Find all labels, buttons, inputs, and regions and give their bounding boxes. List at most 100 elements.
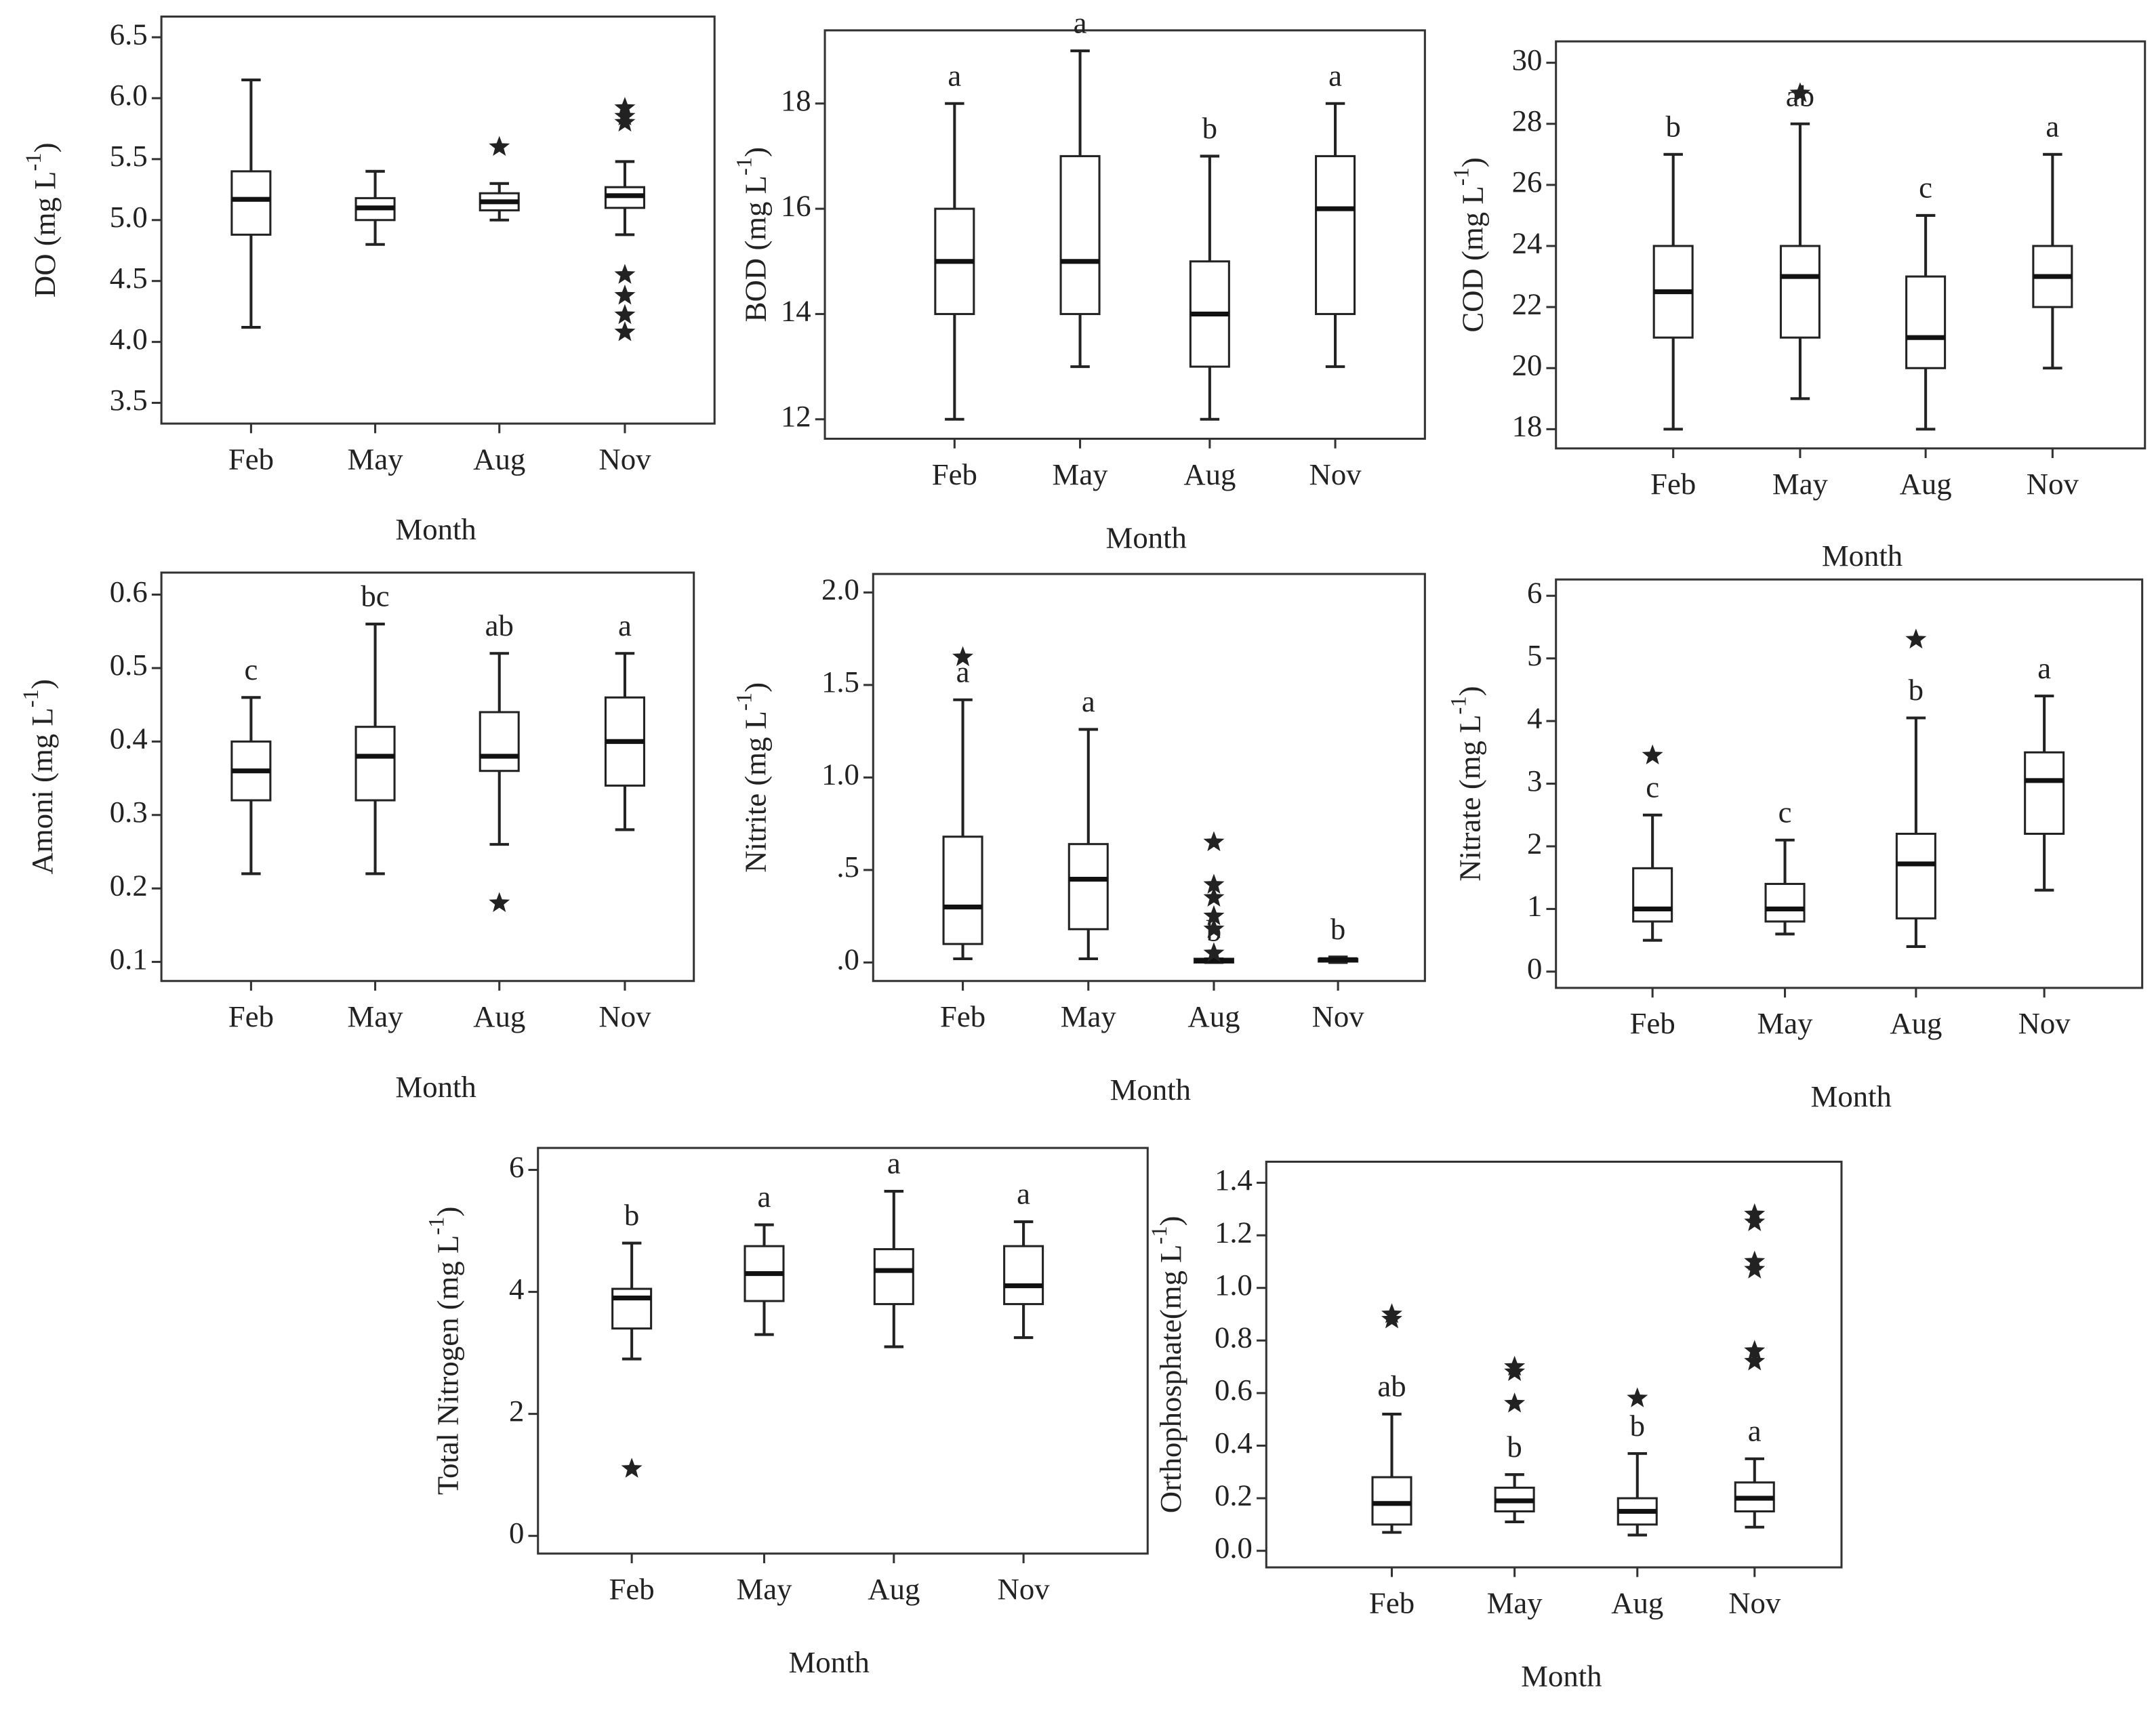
box: [1371, 1476, 1412, 1526]
y-tick-label: 30: [1512, 43, 1543, 77]
x-tick-label: May: [736, 1572, 792, 1606]
y-tick-label: 4: [509, 1272, 524, 1306]
y-tick-label: 1: [1527, 889, 1542, 923]
y-tick-label: 0.4: [110, 722, 148, 756]
significance-letter: bc: [361, 579, 389, 613]
y-axis-label-part: COD (mg L: [1456, 186, 1490, 332]
box: [1895, 832, 1936, 920]
x-tick-label: Nov: [998, 1572, 1051, 1606]
y-tick-label: 6.5: [110, 17, 148, 51]
x-axis-label: Month: [395, 512, 476, 546]
outlier: [1744, 1258, 1766, 1279]
x-tick-label: Aug: [473, 999, 525, 1033]
x-tick-label: Aug: [868, 1572, 920, 1606]
y-axis-label: DO (mg L-1): [22, 142, 62, 297]
y-tick-label: 5.0: [110, 200, 148, 234]
x-tick-label: Feb: [609, 1572, 655, 1606]
significance-letter: a: [2046, 109, 2059, 143]
significance-letter: b: [1330, 912, 1345, 946]
y-tick-label: 6: [509, 1150, 524, 1184]
y-axis-label-part: -1: [733, 157, 757, 175]
y-axis-label-part: -1: [733, 693, 757, 711]
significance-letter: b: [624, 1198, 639, 1232]
plot-frame: [537, 1146, 1149, 1555]
x-tick-label: Nov: [598, 442, 651, 476]
x-axis-label: Month: [1521, 1659, 1602, 1693]
significance-letter: b: [1909, 673, 1924, 707]
y-axis-label-part: -1: [1147, 1226, 1172, 1244]
plot-frame: [823, 29, 1426, 440]
y-axis-label: COD (mg L-1): [1450, 157, 1490, 332]
y-tick-label: 2.0: [821, 573, 859, 606]
box: [942, 835, 983, 945]
significance-letter: b: [1630, 1409, 1645, 1443]
plot-frame: [1555, 40, 2147, 450]
y-axis-label-part: DO (mg L: [28, 171, 62, 298]
x-tick-label: Feb: [932, 457, 977, 491]
y-tick-label: 24: [1512, 226, 1543, 260]
y-tick-label: 1.2: [1215, 1215, 1253, 1249]
y-axis-label-part: Nitrite (mg L: [739, 711, 773, 873]
y-axis-label-part: Amoni (mg L: [25, 707, 59, 874]
y-tick-label: 0.2: [110, 868, 148, 902]
y-tick-label: 4.5: [110, 261, 148, 295]
x-tick-label: Feb: [1369, 1586, 1415, 1619]
plot-frame: [160, 571, 695, 983]
y-axis-label: Orthophosphate(mg L-1): [1147, 1216, 1187, 1513]
y-tick-label: 16: [781, 188, 811, 222]
y-tick-label: 0.4: [1215, 1426, 1253, 1460]
outlier: [614, 321, 636, 342]
x-tick-label: May: [1757, 1006, 1814, 1040]
outlier: [1642, 744, 1663, 765]
x-tick-label: Nov: [1309, 457, 1362, 491]
y-tick-label: 1.4: [1215, 1163, 1253, 1197]
x-tick-label: Feb: [940, 999, 985, 1033]
x-axis-label: Month: [1822, 539, 1903, 573]
y-tick-label: 5: [1527, 638, 1542, 672]
significance-letter: b: [1206, 914, 1221, 948]
significance-letter: a: [758, 1180, 771, 1214]
y-tick-label: 22: [1512, 287, 1543, 321]
x-tick-label: Aug: [1611, 1586, 1663, 1619]
y-tick-label: 1.5: [821, 665, 859, 699]
x-tick-label: Nov: [2018, 1006, 2071, 1040]
significance-letter: a: [1017, 1177, 1030, 1211]
y-tick-label: 4: [1527, 701, 1542, 735]
x-tick-label: Nov: [1728, 1586, 1781, 1619]
outlier: [1744, 1350, 1766, 1371]
plot-frame: [1265, 1160, 1843, 1569]
y-axis-label-part: ): [28, 142, 62, 152]
y-tick-label: 0.3: [110, 795, 148, 829]
box: [2024, 751, 2065, 835]
x-tick-label: Nov: [598, 999, 651, 1033]
y-tick-label: 26: [1512, 165, 1543, 199]
y-axis-label: Total Nitrogen (mg L-1): [425, 1207, 465, 1495]
outlier: [1203, 886, 1225, 907]
box: [1067, 843, 1109, 930]
y-tick-label: 6.0: [110, 78, 148, 112]
y-axis-label-part: -1: [1450, 167, 1474, 186]
significance-letter: ab: [1377, 1369, 1406, 1403]
y-axis-label-part: BOD (mg L: [739, 175, 773, 322]
significance-letter: b: [1665, 109, 1680, 143]
significance-letter: a: [887, 1146, 901, 1180]
y-axis-label-part: -1: [425, 1217, 449, 1235]
significance-letter: b: [1202, 111, 1217, 145]
y-axis-label-part: ): [739, 147, 773, 157]
box: [1315, 154, 1356, 315]
box: [1003, 1245, 1044, 1306]
outlier: [1381, 1308, 1402, 1329]
x-tick-label: Aug: [1890, 1006, 1942, 1040]
y-axis-label-part: ): [739, 682, 773, 693]
box: [1632, 867, 1673, 923]
box: [1059, 154, 1101, 315]
x-tick-label: Aug: [1900, 467, 1952, 501]
y-axis-label: BOD (mg L-1): [733, 147, 773, 322]
outlier: [614, 264, 636, 284]
y-tick-label: 0.8: [1215, 1321, 1253, 1355]
box: [611, 1287, 653, 1330]
outlier: [489, 136, 510, 157]
outlier: [1203, 873, 1225, 894]
